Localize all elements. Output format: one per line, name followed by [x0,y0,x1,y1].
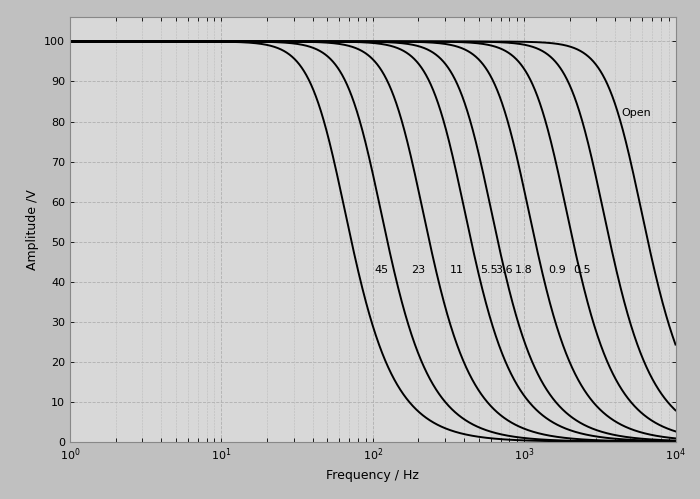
Text: 11: 11 [450,264,464,274]
Text: 0.9: 0.9 [548,264,566,274]
Text: 5.5: 5.5 [481,264,498,274]
Text: 3.6: 3.6 [496,264,513,274]
Text: 23: 23 [412,264,426,274]
Y-axis label: Amplitude /V: Amplitude /V [26,189,38,270]
Text: 45: 45 [375,264,389,274]
Text: Open: Open [622,108,651,118]
Text: 0.5: 0.5 [573,264,591,274]
X-axis label: Frequency / Hz: Frequency / Hz [326,469,419,482]
Text: 1.8: 1.8 [515,264,533,274]
